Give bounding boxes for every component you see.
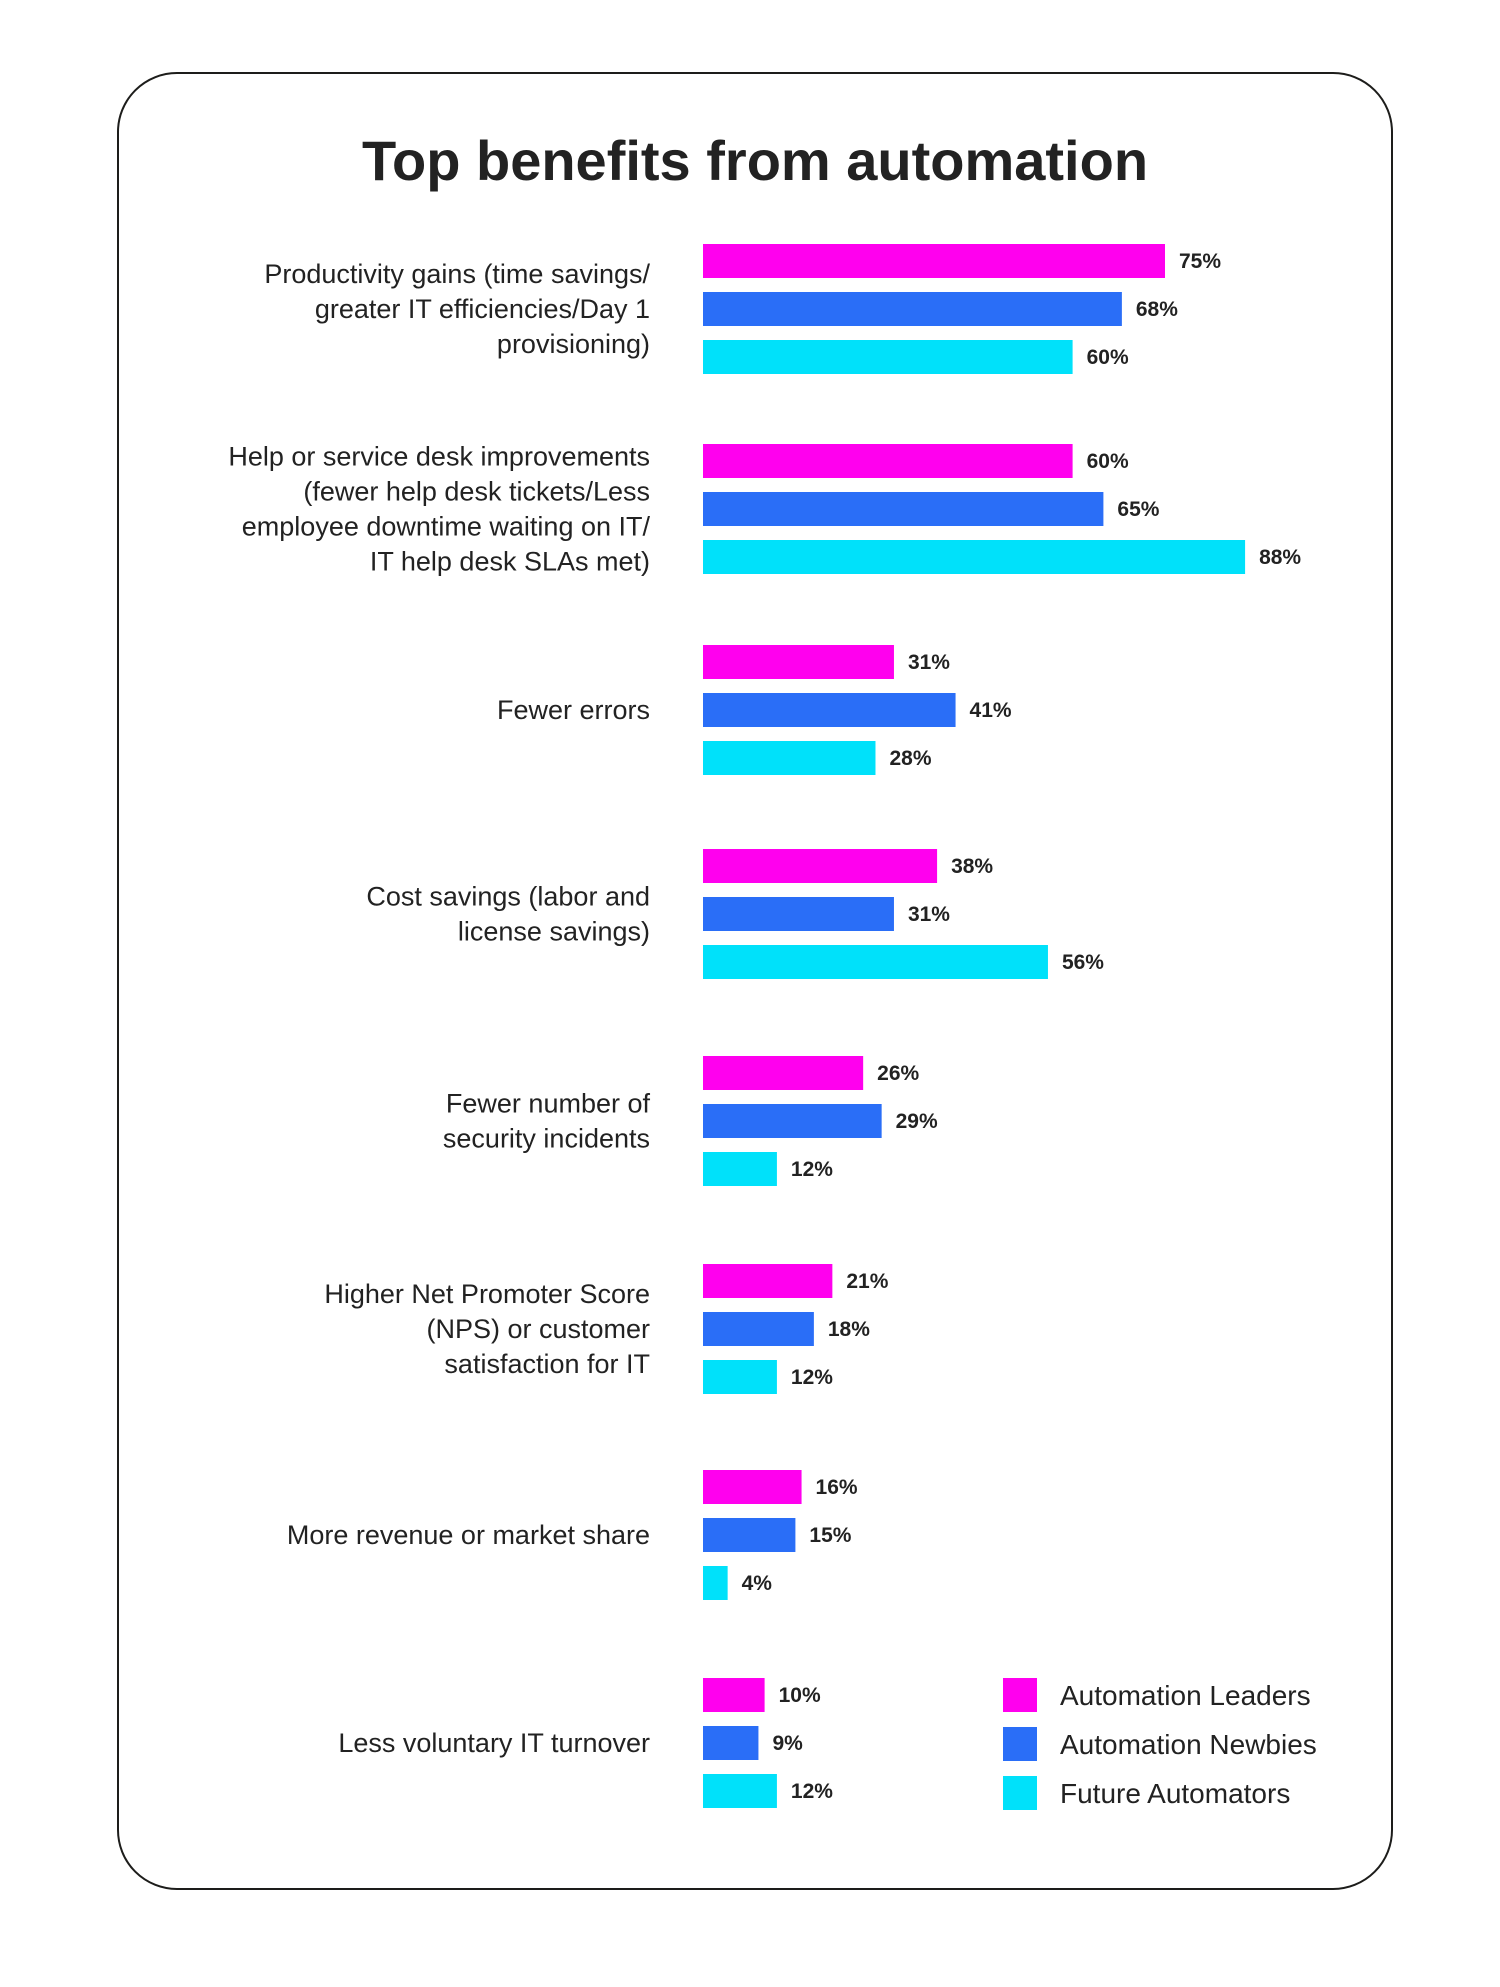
bar-group: Productivity gains (time savings/greater… (264, 244, 1221, 374)
category-label: Fewer number of security incidents (443, 1089, 651, 1154)
bar (703, 492, 1104, 526)
category-label-line: security incidents (443, 1124, 650, 1154)
bar (703, 849, 938, 883)
data-label: 12% (791, 1366, 833, 1389)
data-label: 56% (1062, 951, 1104, 974)
data-label: 4% (742, 1572, 773, 1595)
data-label: 75% (1179, 250, 1221, 273)
data-label: 15% (809, 1524, 851, 1547)
category-label: Higher Net Promoter Score (NPS) or custom… (324, 1279, 650, 1379)
bar (703, 1264, 833, 1298)
category-label: Productivity gains (time savings/greater… (264, 259, 650, 359)
bar (703, 1104, 882, 1138)
bar (703, 340, 1073, 374)
category-label-line: Higher Net Promoter Score (324, 1279, 650, 1309)
category-label-line: greater IT efficiencies/Day 1 (315, 294, 650, 324)
data-label: 88% (1259, 546, 1301, 569)
category-label: More revenue or market share (287, 1520, 650, 1550)
legend-label: Future Automators (1060, 1778, 1290, 1809)
legend-label: Automation Leaders (1060, 1680, 1311, 1711)
legend-swatch (1003, 1727, 1037, 1761)
data-label: 68% (1136, 298, 1178, 321)
legend-item: Automation Leaders (1003, 1678, 1311, 1712)
data-label: 41% (970, 699, 1012, 722)
bar (703, 292, 1122, 326)
category-label-line: Less voluntary IT turnover (338, 1728, 650, 1758)
bar (703, 1360, 777, 1394)
legend-item: Automation Newbies (1003, 1727, 1317, 1761)
bar (703, 1056, 864, 1090)
category-label-line: More revenue or market share (287, 1520, 650, 1550)
data-label: 60% (1087, 346, 1129, 369)
category-label-line: IT help desk SLAs met) (370, 547, 650, 577)
bar (703, 897, 894, 931)
category-label: Cost savings (labor and license savings) (366, 882, 650, 947)
bar (703, 1678, 765, 1712)
data-label: 10% (779, 1684, 821, 1707)
chart-card (117, 72, 1393, 1890)
category-label-line: (fewer help desk tickets/Less (303, 477, 650, 507)
data-label: 31% (908, 903, 950, 926)
bar (703, 244, 1165, 278)
category-label-line: provisioning) (497, 329, 650, 359)
category-label: Less voluntary IT turnover (338, 1728, 650, 1758)
data-label: 65% (1117, 498, 1159, 521)
legend: Automation Leaders Automation Newbies Futu… (1003, 1678, 1317, 1810)
category-label-line: (NPS) or customer (426, 1314, 650, 1344)
bar (703, 741, 876, 775)
data-label: 60% (1087, 450, 1129, 473)
data-label: 9% (772, 1732, 803, 1755)
data-label: 31% (908, 651, 950, 674)
bar-group: Fewer errors 31% 41% 28% (497, 645, 1012, 775)
data-label: 26% (877, 1062, 919, 1085)
chart-title: Top benefits from automation (362, 129, 1148, 192)
bar-group: Cost savings (labor and license savings) 3… (366, 849, 1104, 979)
category-label: Fewer errors (497, 695, 650, 725)
bar (703, 645, 894, 679)
data-label: 12% (791, 1780, 833, 1803)
bar (703, 540, 1246, 574)
bar-group: Fewer number of security incidents 26% 29% 1… (443, 1056, 938, 1186)
legend-item: Future Automators (1003, 1776, 1290, 1810)
bar (703, 945, 1048, 979)
legend-label: Automation Newbies (1060, 1729, 1317, 1760)
data-label: 18% (828, 1318, 870, 1341)
bar (703, 1726, 759, 1760)
bar (703, 444, 1073, 478)
bar (703, 1518, 796, 1552)
bar (703, 1312, 814, 1346)
legend-swatch (1003, 1678, 1037, 1712)
bar-group: More revenue or market share 16% 15% 4% (287, 1470, 858, 1600)
bar (703, 1774, 777, 1808)
category-label-line: license savings) (458, 917, 650, 947)
bar-group: Help or service desk improvements (fewer … (228, 442, 1301, 577)
bar (703, 693, 956, 727)
category-label-line: Productivity gains (time savings/ (264, 259, 650, 289)
category-label-line: Fewer number of (446, 1089, 651, 1119)
data-label: 38% (951, 855, 993, 878)
category-label-line: Fewer errors (497, 695, 650, 725)
category-label: Help or service desk improvements (fewer … (228, 442, 650, 577)
data-label: 12% (791, 1158, 833, 1181)
bar-group: Higher Net Promoter Score (NPS) or custom… (324, 1264, 889, 1394)
bar-groups: Productivity gains (time savings/greater… (228, 244, 1301, 1808)
bar (703, 1566, 728, 1600)
category-label-line: Help or service desk improvements (228, 442, 650, 472)
category-label-line: satisfaction for IT (444, 1349, 650, 1379)
data-label: 28% (889, 747, 931, 770)
bar (703, 1152, 777, 1186)
legend-swatch (1003, 1776, 1037, 1810)
bar (703, 1470, 802, 1504)
data-label: 16% (816, 1476, 858, 1499)
category-label-line: Cost savings (labor and (366, 882, 650, 912)
bar-group: Less voluntary IT turnover 10% 9% 12% (338, 1678, 833, 1808)
category-label-line: employee downtime waiting on IT/ (242, 512, 651, 542)
data-label: 21% (846, 1270, 888, 1293)
data-label: 29% (896, 1110, 938, 1133)
